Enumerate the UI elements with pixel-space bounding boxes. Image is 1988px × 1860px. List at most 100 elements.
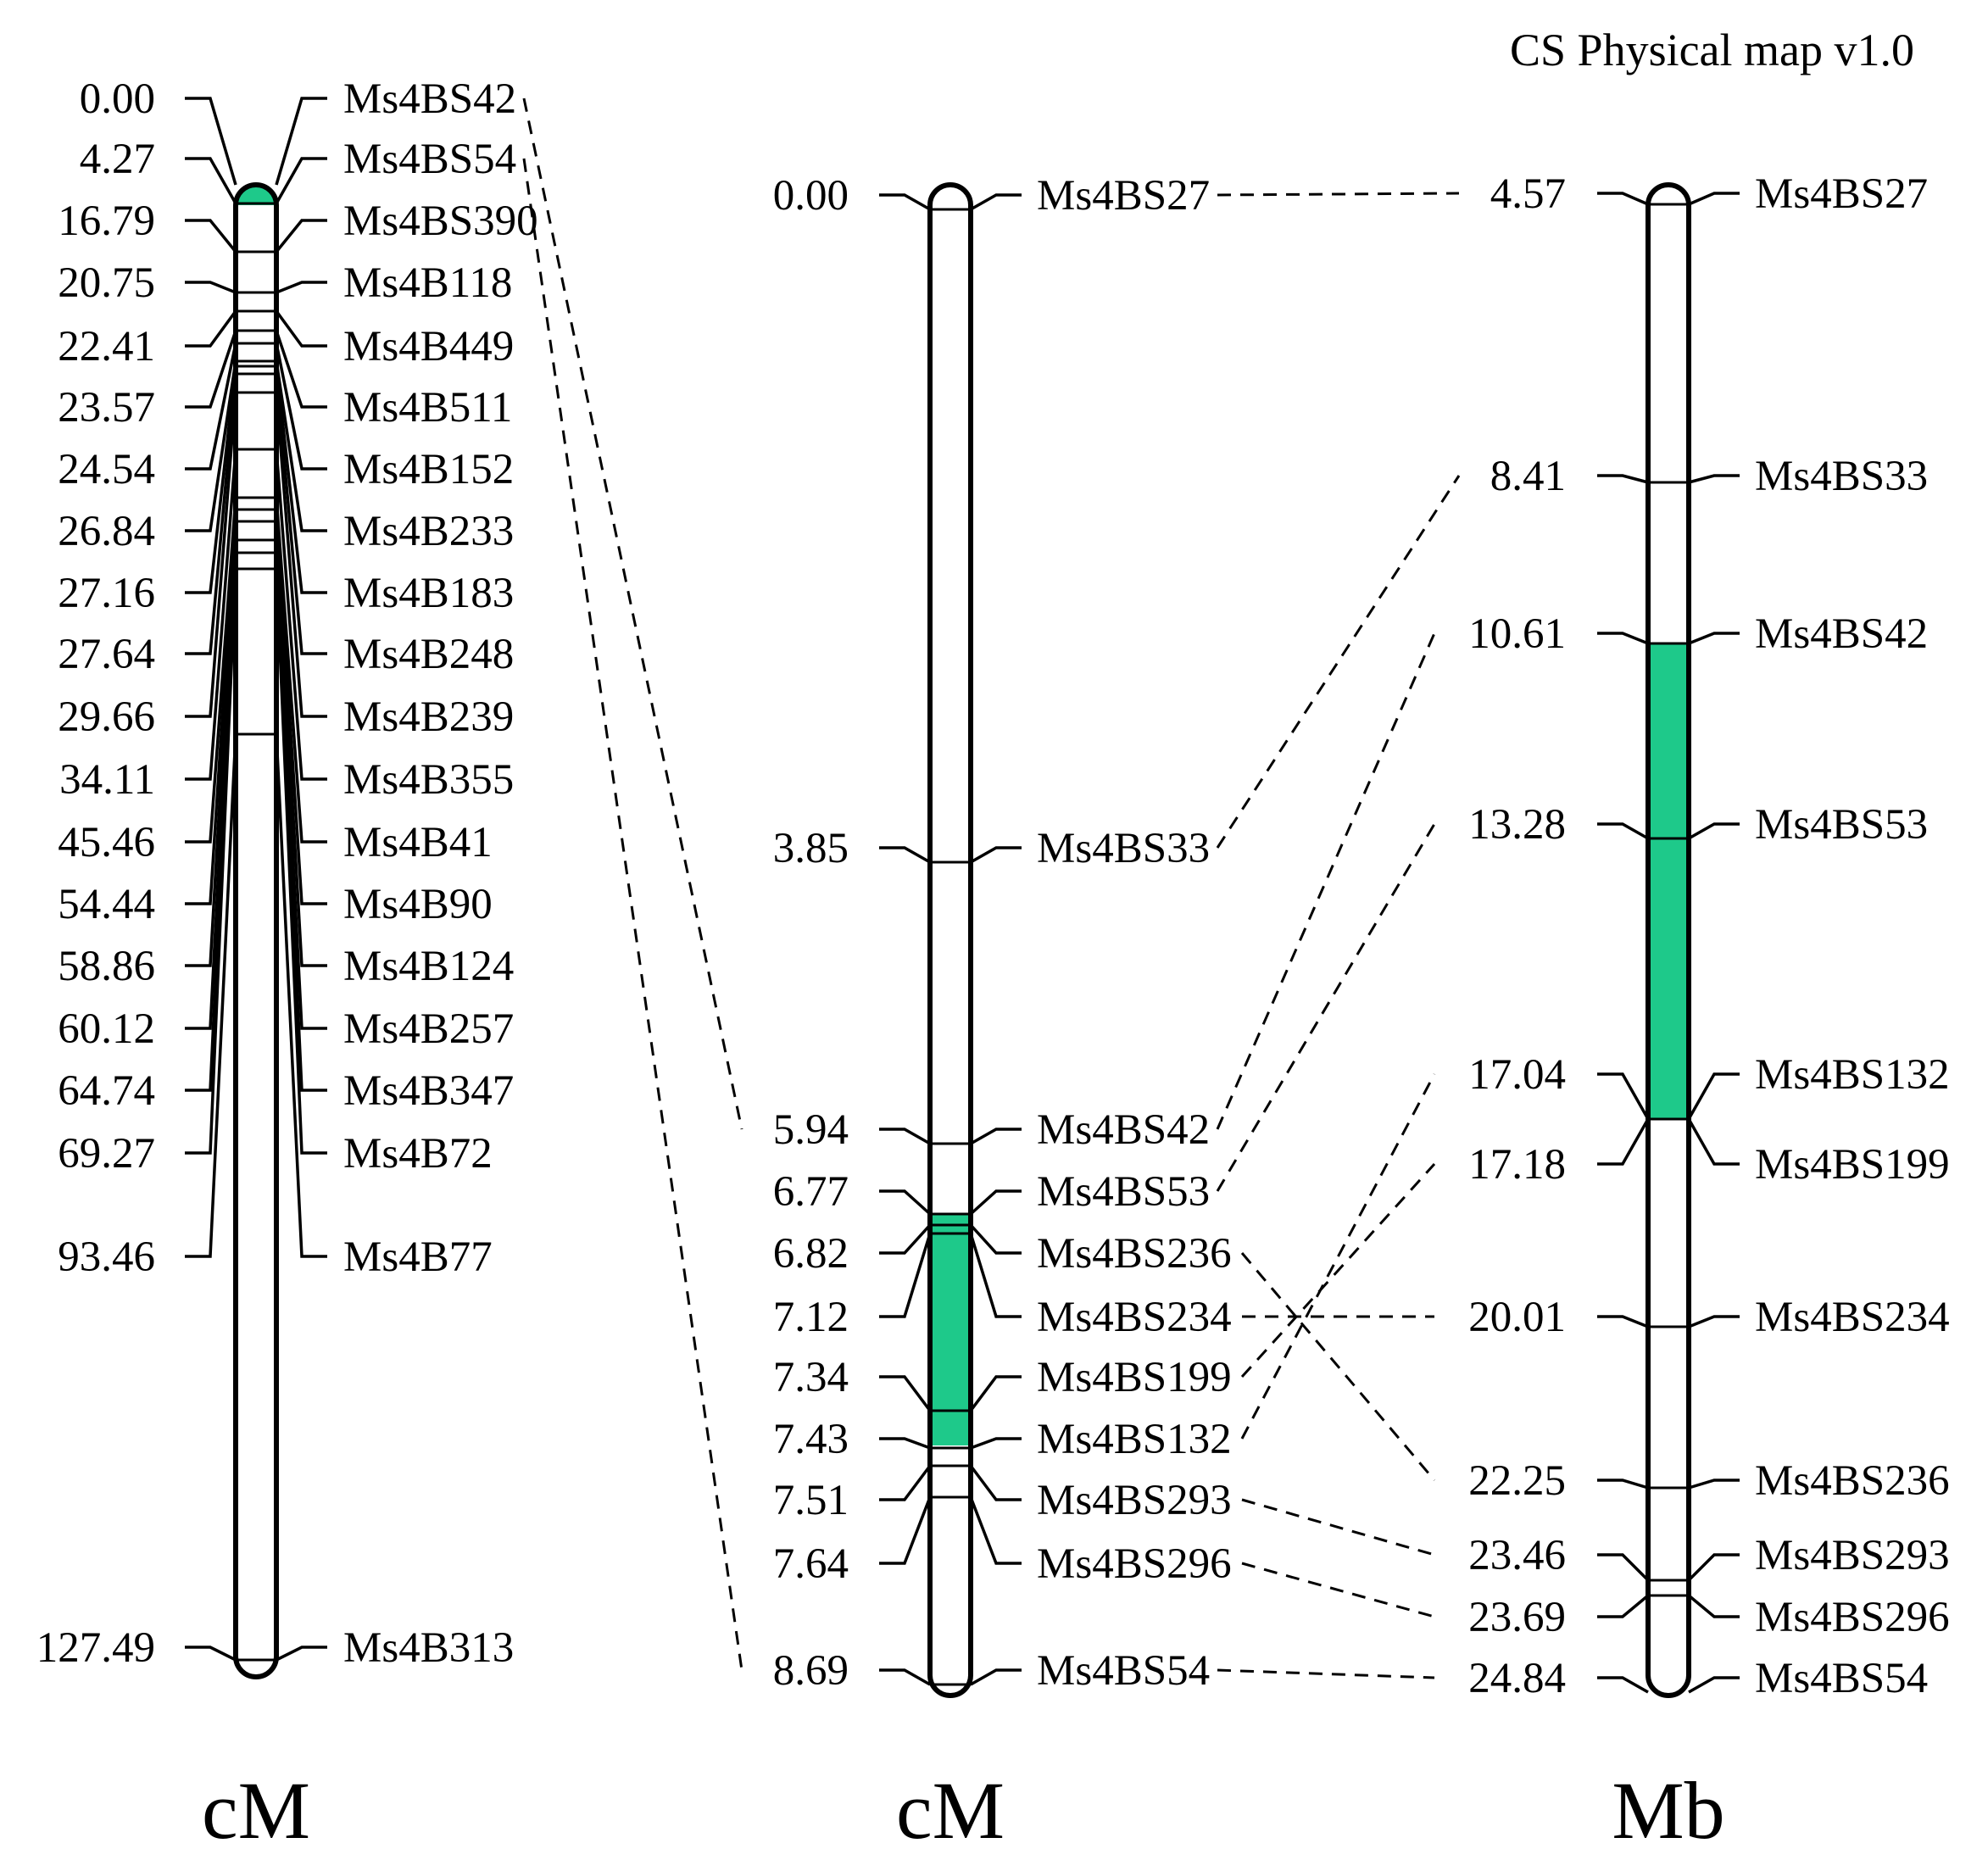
leader-line bbox=[275, 448, 327, 781]
leader-line bbox=[879, 1496, 932, 1565]
marker-Ms4BS236: 6.82 Ms4BS236 bbox=[773, 1223, 1232, 1278]
leader-line bbox=[275, 97, 327, 186]
leader-line bbox=[969, 1375, 1022, 1412]
marker-name: Ms4B248 bbox=[343, 631, 514, 678]
marker-position: 6.77 bbox=[773, 1168, 849, 1216]
leader-line bbox=[185, 448, 237, 781]
map2-chromosome: 0.00 Ms4BS27 3.85 Ms4BS33 5.94 Ms4BS42 6.77 Ms4… bbox=[773, 172, 1232, 1856]
leader-line bbox=[275, 373, 327, 655]
marker-Ms4BS27: 0.00 Ms4BS27 bbox=[773, 172, 1210, 220]
marker-name: Ms4BS54 bbox=[1037, 1647, 1210, 1695]
marker-name: Ms4B152 bbox=[343, 446, 514, 493]
marker-position: 27.16 bbox=[58, 570, 155, 617]
marker-Ms4BS199: 7.34 Ms4BS199 bbox=[773, 1354, 1232, 1412]
marker-Ms4B347: 64.74 Ms4B347 bbox=[58, 552, 514, 1115]
marker-name: Ms4B449 bbox=[343, 323, 514, 370]
marker-Ms4BS199: 17.18 Ms4BS199 bbox=[1468, 1118, 1950, 1189]
leader-line bbox=[1597, 632, 1649, 645]
marker-position: 23.57 bbox=[58, 384, 155, 432]
marker-name: Ms4B239 bbox=[343, 693, 514, 741]
leader-line bbox=[970, 1128, 1022, 1145]
marker-name: Ms4B313 bbox=[343, 1624, 514, 1672]
marker-name: Ms4B90 bbox=[343, 881, 493, 928]
leader-line bbox=[1597, 1118, 1650, 1166]
marker-Ms4BS33: 3.85 Ms4BS33 bbox=[773, 825, 1210, 872]
marker-name: Ms4BS53 bbox=[1037, 1168, 1210, 1216]
leader-line bbox=[1688, 1479, 1740, 1490]
marker-position: 7.64 bbox=[773, 1540, 849, 1588]
marker-name: Ms4BS54 bbox=[1755, 1655, 1928, 1702]
marker-name: Ms4BS234 bbox=[1755, 1294, 1950, 1341]
marker-position: 45.46 bbox=[58, 819, 155, 866]
leader-line bbox=[1688, 1676, 1740, 1694]
marker-name: Ms4BS42 bbox=[343, 75, 516, 123]
marker-position: 64.74 bbox=[58, 1067, 155, 1115]
marker-position: 93.46 bbox=[58, 1234, 155, 1281]
leader-line bbox=[185, 568, 237, 1155]
marker-name: Ms4B124 bbox=[343, 943, 514, 990]
marker-Ms4BS33: 8.41 Ms4BS33 bbox=[1490, 453, 1928, 500]
leader-line bbox=[970, 1668, 1022, 1686]
leader-line bbox=[879, 1437, 931, 1450]
leader-line bbox=[1688, 192, 1740, 206]
leader-line bbox=[969, 1464, 1022, 1501]
leader-line bbox=[969, 1189, 1022, 1216]
connection-lines bbox=[522, 97, 1461, 1679]
marker-Ms4BS27: 4.57 Ms4BS27 bbox=[1490, 170, 1928, 218]
marker-Ms4BS296: 7.64 Ms4BS296 bbox=[773, 1496, 1232, 1588]
marker-name: Ms4BS54 bbox=[343, 136, 516, 183]
marker-name: Ms4BS296 bbox=[1755, 1594, 1950, 1641]
marker-position: 17.18 bbox=[1468, 1141, 1566, 1189]
leader-line bbox=[185, 157, 237, 204]
leader-line bbox=[879, 1668, 931, 1686]
marker-position: 23.69 bbox=[1468, 1594, 1566, 1641]
marker-name: Ms4BS27 bbox=[1037, 172, 1210, 220]
marker-name: Ms4BS42 bbox=[1037, 1106, 1210, 1154]
leader-line bbox=[185, 497, 237, 844]
marker-position: 0.00 bbox=[80, 75, 155, 123]
leader-line bbox=[275, 309, 327, 348]
marker-Ms4BS234: 7.12 Ms4BS234 bbox=[773, 1233, 1232, 1341]
leader-line bbox=[879, 1233, 932, 1318]
leader-line bbox=[1597, 1553, 1650, 1582]
marker-Ms4BS236: 22.25 Ms4BS236 bbox=[1468, 1457, 1949, 1505]
highlight-region bbox=[1648, 643, 1689, 1119]
marker-name: Ms4BS53 bbox=[1755, 801, 1928, 849]
marker-Ms4BS390: 16.79 Ms4BS390 bbox=[58, 198, 538, 253]
marker-name: Ms4B511 bbox=[343, 384, 512, 432]
marker-position: 7.43 bbox=[773, 1416, 849, 1463]
marker-position: 54.44 bbox=[58, 881, 155, 928]
marker-Ms4BS293: 7.51 Ms4BS293 bbox=[773, 1464, 1232, 1524]
marker-Ms4BS132: 7.43 Ms4BS132 bbox=[773, 1416, 1232, 1463]
map1-chromosome: 0.00 Ms4BS42 4.27 Ms4BS54 16.79 Ms4BS390 20.75… bbox=[36, 75, 538, 1856]
leader-line bbox=[970, 193, 1022, 211]
marker-Ms4B41: 45.46 Ms4B41 bbox=[58, 497, 493, 866]
marker-position: 20.75 bbox=[58, 259, 155, 307]
marker-name: Ms4B233 bbox=[343, 508, 514, 555]
leader-line bbox=[275, 392, 327, 718]
leader-line bbox=[185, 509, 237, 905]
marker-Ms4BS54: 4.27 Ms4BS54 bbox=[80, 136, 516, 204]
leader-line bbox=[276, 281, 327, 294]
unit-label: Mb bbox=[1612, 1765, 1724, 1856]
marker-name: Ms4BS33 bbox=[1037, 825, 1210, 872]
marker-name: Ms4B118 bbox=[343, 259, 512, 307]
marker-position: 69.27 bbox=[58, 1130, 155, 1178]
marker-position: 24.54 bbox=[58, 446, 155, 493]
marker-position: 8.69 bbox=[773, 1647, 849, 1695]
marker-position: 20.01 bbox=[1468, 1294, 1566, 1341]
connection-Ms4BS42 bbox=[522, 97, 743, 1130]
marker-position: 24.84 bbox=[1468, 1655, 1566, 1702]
marker-Ms4B248: 27.64 Ms4B248 bbox=[58, 373, 514, 678]
leader-line bbox=[1597, 192, 1649, 206]
leader-line bbox=[969, 1223, 1022, 1255]
leader-line bbox=[185, 97, 237, 186]
marker-Ms4BS54: 24.84 Ms4BS54 bbox=[1468, 1655, 1928, 1702]
marker-Ms4B124: 58.86 Ms4B124 bbox=[58, 521, 514, 990]
marker-Ms4B511: 23.57 Ms4B511 bbox=[58, 330, 512, 432]
leader-line bbox=[185, 360, 237, 532]
leader-line bbox=[1688, 474, 1740, 484]
leader-line bbox=[969, 1233, 1022, 1318]
marker-Ms4B77: 93.46 Ms4B77 bbox=[58, 733, 493, 1281]
